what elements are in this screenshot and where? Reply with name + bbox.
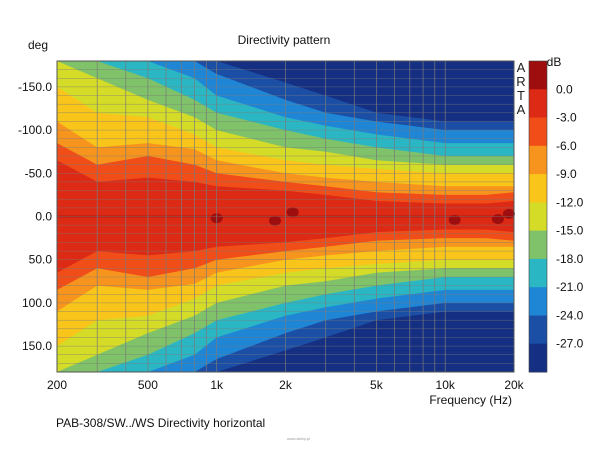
credit-text: www.sklep.pl — [287, 436, 311, 441]
watermark-letter-2: R — [516, 74, 525, 89]
colorbar-swatch-7 — [529, 230, 547, 260]
x-axis-label: Frequency (Hz) — [429, 393, 512, 407]
y-tick-100: 100.0 — [22, 296, 52, 310]
colorbar-tick-1: 0.0 — [556, 82, 573, 96]
x-tick-20k: 20k — [504, 378, 524, 392]
peak-spot-2 — [269, 215, 281, 226]
contour-band-lower-27db — [57, 311, 514, 372]
y-tick--100: -100.0 — [18, 123, 52, 137]
colorbar-tick-10: -27.0 — [556, 337, 584, 351]
x-tick-2k: 2k — [279, 378, 293, 392]
y-axis-label: deg — [28, 38, 48, 52]
plot-grid — [56, 60, 515, 373]
watermark-letter-1: A — [517, 60, 526, 75]
x-tick-1k: 1k — [210, 378, 224, 392]
colorbar-tick-7: -18.0 — [556, 252, 584, 266]
peak-spot-3 — [286, 207, 299, 218]
colorbar-tick-4: -9.0 — [556, 167, 577, 181]
y-tick-50: 50.0 — [29, 253, 53, 267]
colorbar: 0.0 -3.0 -6.0 -9.0 -12.0 -15.0 -18.0 -21.0 -24.0… — [528, 60, 584, 373]
chart-title: Directivity pattern — [238, 33, 331, 47]
watermark-letter-3: T — [517, 88, 525, 103]
colorbar-unit-label: dB — [547, 55, 562, 69]
y-tick--150: -150.0 — [18, 80, 52, 94]
colorbar-tick-9: -24.0 — [556, 309, 584, 323]
colorbar-swatch-1 — [529, 61, 547, 90]
colorbar-swatch-6 — [529, 202, 547, 232]
peak-spot-5 — [491, 214, 504, 225]
peak-spot-6 — [502, 208, 515, 219]
watermark-letter-4: A — [517, 102, 526, 117]
plot-frame — [56, 60, 515, 373]
y-tick--50: -50.0 — [25, 166, 53, 180]
y-tick-0: 0.0 — [35, 210, 52, 224]
colorbar-swatch-8 — [529, 258, 547, 288]
x-tick-200: 200 — [47, 378, 67, 392]
colorbar-swatch-10 — [529, 315, 547, 345]
colorbar-swatch-2 — [529, 89, 547, 119]
x-tick-5k: 5k — [370, 378, 384, 392]
x-tick-10k: 10k — [436, 378, 456, 392]
colorbar-swatch-4 — [529, 145, 547, 175]
colorbar-swatch-9 — [529, 287, 547, 316]
colorbar-swatch-5 — [529, 174, 547, 203]
colorbar-tick-2: -3.0 — [556, 111, 577, 125]
contour-band-upper-27db — [57, 61, 514, 122]
colorbar-frame — [528, 60, 548, 373]
colorbar-swatch-11 — [529, 343, 547, 373]
colorbar-tick-3: -6.0 — [556, 139, 577, 153]
axis-ticks: 200 500 1k 2k 5k 10k 20k -150.0 -100.0 -50.0 0.0 50… — [18, 80, 525, 392]
chart-caption: PAB-308/SW../WS Directivity horizontal — [56, 416, 266, 430]
peak-spot-4 — [448, 215, 461, 225]
colorbar-tick-6: -15.0 — [556, 224, 584, 238]
colorbar-swatch-3 — [529, 117, 547, 147]
x-tick-500: 500 — [138, 378, 158, 392]
y-tick-150: 150.0 — [22, 339, 52, 353]
colorbar-tick-8: -21.0 — [556, 280, 584, 294]
colorbar-tick-5: -12.0 — [556, 195, 584, 209]
